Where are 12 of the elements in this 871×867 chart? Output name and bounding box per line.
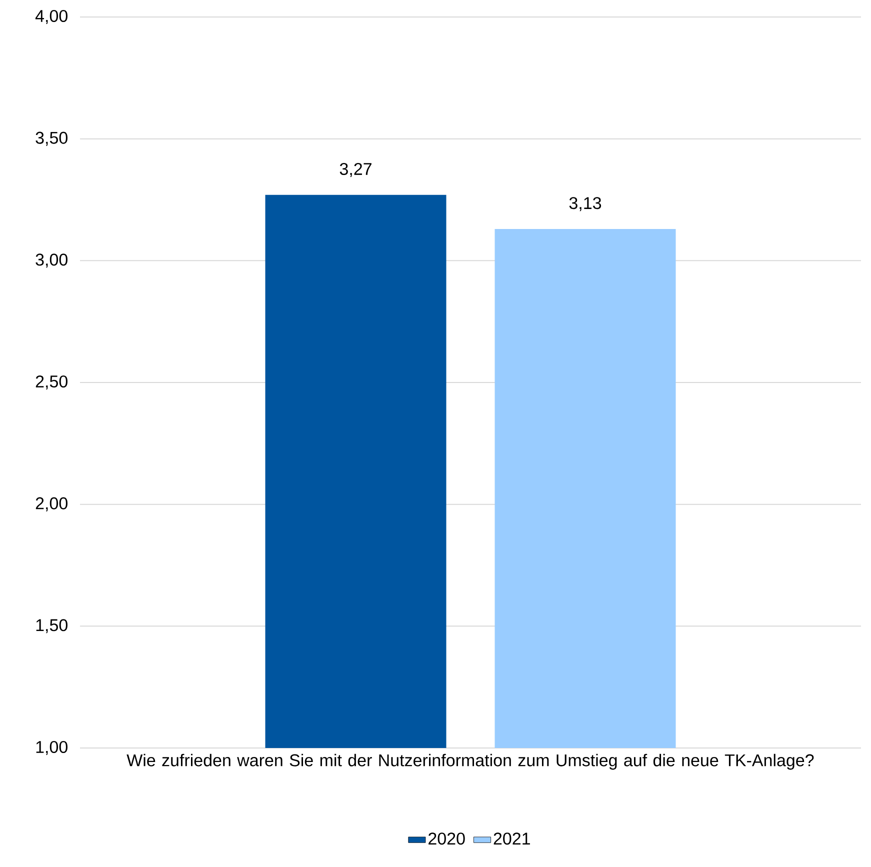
- y-tick-label: 1,00: [36, 740, 68, 756]
- y-tick-label: 4,00: [35, 10, 68, 24]
- data-label: 3,13: [569, 197, 602, 212]
- y-tick-label: 2,00: [36, 497, 68, 512]
- y-tick-label: 3,50: [36, 132, 68, 146]
- y-tick-label: 2,50: [36, 375, 68, 390]
- y-tick-label: 1,50: [36, 619, 68, 634]
- y-tick-label: 3,00: [36, 254, 68, 268]
- data-label: 3,27: [340, 162, 372, 178]
- legend-label: 2020: [428, 832, 465, 845]
- x-tick-label: Wie zufrieden waren Sie mit der Nutzerinformation zum Umstieg auf die neue TK-Anlage?: [126, 754, 814, 770]
- legend-label: 2021: [494, 832, 530, 845]
